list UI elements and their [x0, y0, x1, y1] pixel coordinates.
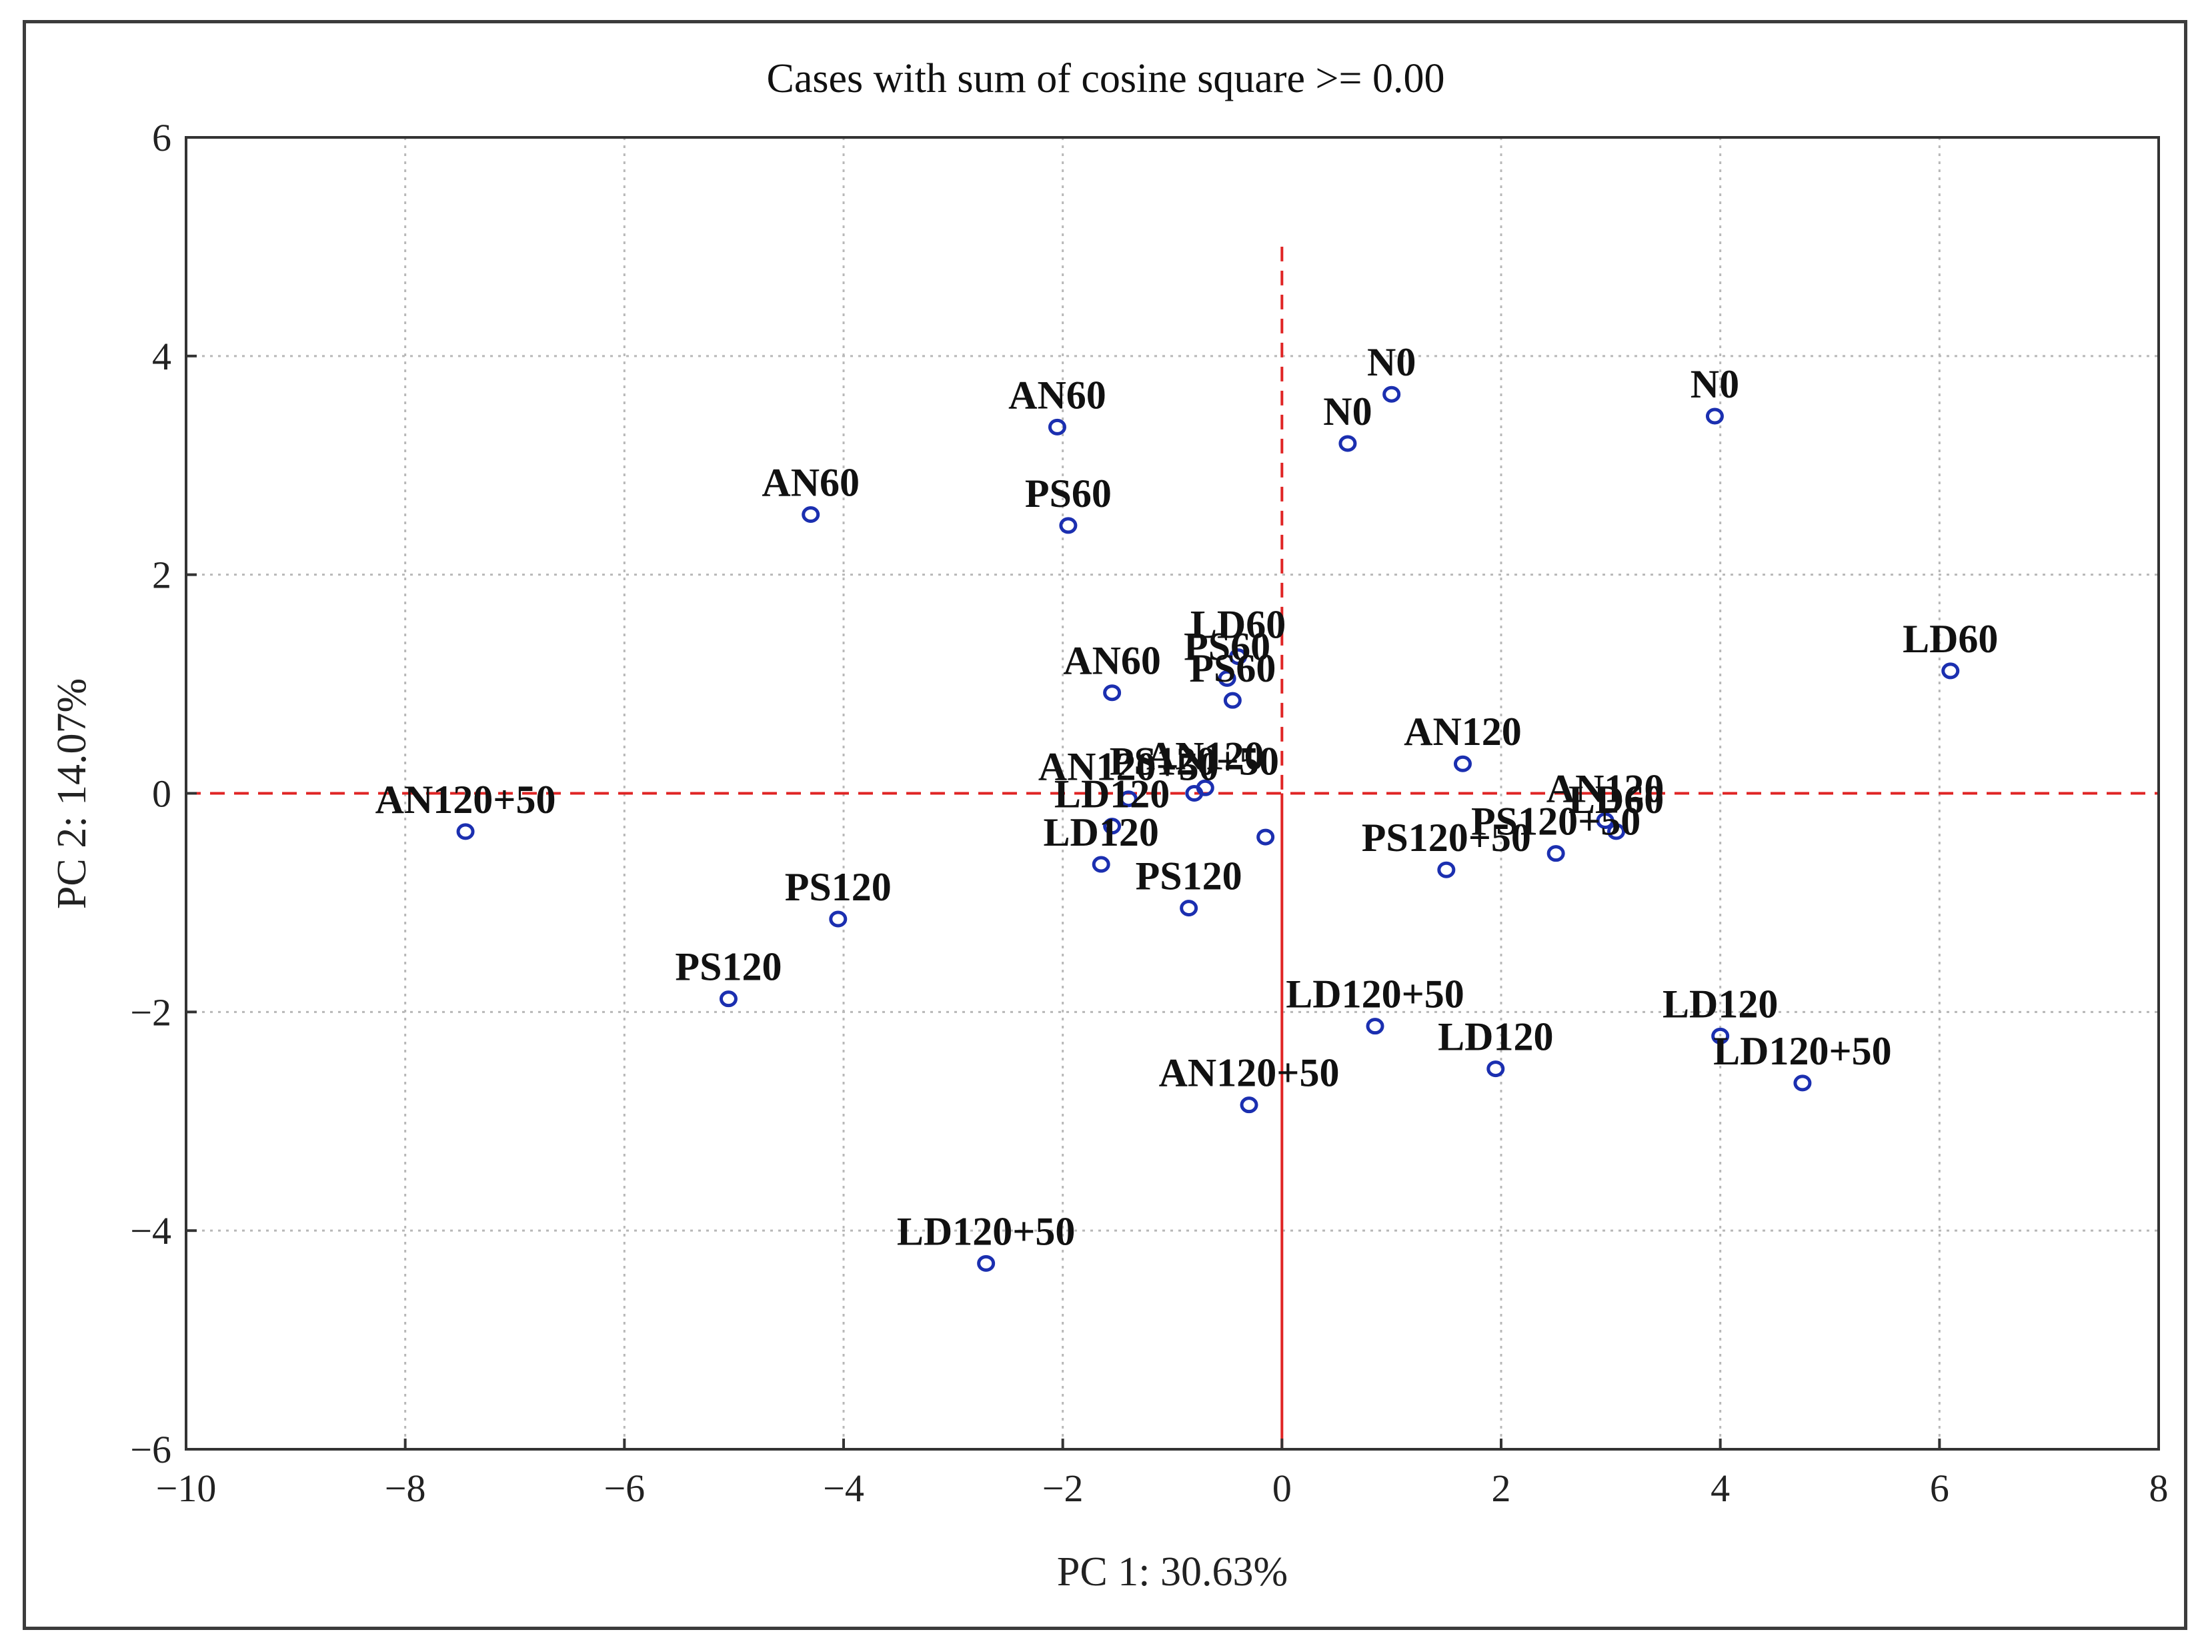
- x-tick-label: 6: [1930, 1467, 1949, 1510]
- point-label: PS120: [675, 945, 782, 989]
- data-point: [1048, 418, 1066, 436]
- point-label: PS60: [1189, 646, 1276, 690]
- x-tick-label: 2: [1492, 1467, 1511, 1510]
- x-tick-label: 0: [1272, 1467, 1292, 1510]
- point-label: LD120+50: [897, 1209, 1076, 1253]
- point-label: PS120: [1136, 854, 1242, 898]
- y-tick-label: 6: [152, 116, 171, 159]
- y-tick-label: 2: [152, 554, 171, 597]
- data-point: [1941, 662, 1960, 680]
- y-tick-label: −2: [130, 990, 171, 1034]
- point-label: N0: [1691, 362, 1739, 406]
- data-point: [1453, 755, 1472, 772]
- data-point: [829, 910, 848, 928]
- point-label: LD120+50: [1713, 1029, 1892, 1073]
- point-label: AN60: [1008, 373, 1106, 417]
- point-label: PS120: [785, 865, 892, 909]
- point-label: LD120: [1663, 982, 1778, 1026]
- x-axis-title: PC 1: 30.63%: [1057, 1549, 1288, 1595]
- data-point: [1092, 856, 1110, 873]
- point-label: LD60: [1903, 617, 1998, 661]
- point-label: AN120+50: [1159, 1051, 1340, 1095]
- data-point: [1366, 1018, 1384, 1035]
- data-point: [1223, 692, 1242, 709]
- point-label: AN120: [1146, 734, 1264, 778]
- data-point: [1486, 1060, 1505, 1078]
- grid-layer: [186, 137, 2159, 1449]
- reference-lines: [186, 246, 2159, 1449]
- data-point: [1338, 435, 1357, 452]
- point-label: LD120: [1054, 772, 1170, 816]
- data-point: [1711, 1027, 1730, 1044]
- point-label: PS120+50: [1110, 740, 1279, 784]
- x-tick-label: 8: [2149, 1467, 2169, 1510]
- x-tick-label: 4: [1711, 1467, 1730, 1510]
- data-point: [1103, 684, 1122, 702]
- point-label: LD120: [1438, 1015, 1553, 1059]
- point-label: N0: [1367, 340, 1416, 384]
- point-label: AN120+50: [375, 778, 556, 822]
- point-label: LD60: [1568, 778, 1664, 822]
- data-point: [977, 1255, 996, 1272]
- data-point: [1437, 861, 1456, 878]
- data-point: [719, 990, 738, 1008]
- y-tick-label: 0: [152, 772, 171, 816]
- point-label: PS60: [1184, 624, 1270, 668]
- x-tick-label: −8: [385, 1467, 426, 1510]
- data-point: [1103, 818, 1122, 835]
- point-label: AN60: [1063, 639, 1161, 683]
- data-point: [1256, 828, 1275, 846]
- y-tick-label: −6: [130, 1428, 171, 1471]
- x-tick-label: −4: [823, 1467, 864, 1510]
- point-label: PS120+50: [1471, 800, 1640, 844]
- data-point: [1546, 845, 1565, 862]
- data-point: [456, 823, 475, 840]
- data-point: [1596, 812, 1614, 829]
- point-label: AN120+50: [1038, 745, 1219, 789]
- data-point: [1059, 517, 1078, 534]
- data-point: [1705, 407, 1724, 425]
- data-point: [1793, 1074, 1812, 1092]
- data-point: [802, 506, 820, 524]
- point-label: PS60: [1025, 472, 1112, 516]
- data-point: [1218, 670, 1236, 687]
- data-point: [1240, 1096, 1258, 1114]
- y-tick-label: −4: [130, 1209, 171, 1253]
- point-label: PS120+50: [1362, 816, 1531, 860]
- data-point: [1607, 823, 1626, 840]
- point-label: LD120+50: [1286, 972, 1464, 1016]
- point-label: LD60: [1190, 603, 1286, 647]
- x-tick-label: −2: [1042, 1467, 1084, 1510]
- data-point: [1382, 385, 1401, 403]
- data-point: [1229, 648, 1248, 666]
- point-label: LD120: [1044, 810, 1159, 854]
- data-point: [1180, 900, 1198, 917]
- point-label: AN60: [762, 461, 860, 505]
- data-point: [1185, 785, 1204, 802]
- point-label: AN120: [1404, 710, 1522, 754]
- point-label: AN120: [1546, 766, 1665, 810]
- x-tick-label: −6: [604, 1467, 645, 1510]
- y-tick-label: 4: [152, 335, 171, 378]
- tick-layer: −10 −8 −6 −4 −2 0 2 4 6 8 −6 −4 −2 0 2 4 6: [130, 116, 2168, 1510]
- x-tick-label: −10: [156, 1467, 217, 1510]
- y-axis-title: PC 2: 14.07%: [49, 678, 95, 909]
- data-point: [1119, 790, 1138, 808]
- chart-title: Cases with sum of cosine square >= 0.00: [766, 56, 1444, 101]
- point-label: N0: [1323, 389, 1372, 434]
